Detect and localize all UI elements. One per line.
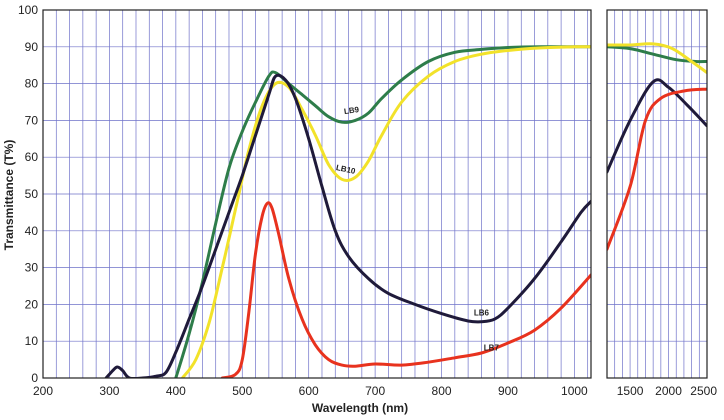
series-lb6-nir-line [607,78,707,174]
series-labels: LB9 LB10 LB6 LB7 [335,105,499,352]
x-tick-label: 2000 [655,384,682,398]
y-tick-label: 90 [25,40,39,54]
series-label-lb7: LB7 [484,343,500,352]
y-tick-label: 10 [25,334,39,348]
plot-frames [42,9,708,379]
x-tick-label: 200 [33,384,53,398]
y-tick-label: 20 [25,297,39,311]
series-layer [104,42,707,378]
grid [42,9,707,379]
series-label-lb6: LB6 [474,308,490,317]
x-tick-label: 400 [166,384,186,398]
series-lb9-line [174,45,591,378]
x-tick-label: 500 [232,384,252,398]
plot-frame-visible [42,9,592,379]
x-axis-ticks: 200 300 400 500 600 700 800 900 1000 1500 2000 2500 [33,384,717,398]
y-tick-label: 30 [25,261,39,275]
y-tick-label: 50 [25,187,39,201]
x-tick-label: 600 [299,384,319,398]
y-tick-label: 80 [25,77,39,91]
series-lb10-line [181,45,591,378]
y-axis-title: Transmittance (T%) [2,140,16,251]
series-lb7-line [220,201,591,378]
x-tick-label: 300 [99,384,119,398]
series-lb6-line [104,73,591,378]
x-tick-label: 800 [432,384,452,398]
series-lb7-nir-line [607,87,707,251]
x-axis-title: Wavelength (nm) [312,401,408,415]
x-tick-label: 900 [498,384,518,398]
series-label-lb9: LB9 [343,105,360,116]
x-tick-label: 2500 [690,384,717,398]
y-axis-ticks: 0 10 20 30 40 50 60 70 80 90 100 [18,3,38,385]
x-tick-label: 1500 [617,384,644,398]
series-lb10-nir-line [607,42,707,75]
y-tick-label: 60 [25,150,39,164]
plot-frame-nir [606,9,708,379]
y-tick-label: 70 [25,113,39,127]
series-lb9-nir-line [607,45,707,64]
y-tick-label: 0 [31,371,38,385]
x-tick-label: 1000 [561,384,588,398]
y-tick-label: 40 [25,224,39,238]
x-tick-label: 700 [365,384,385,398]
y-tick-label: 100 [18,3,38,17]
series-label-lb10: LB10 [335,163,357,176]
